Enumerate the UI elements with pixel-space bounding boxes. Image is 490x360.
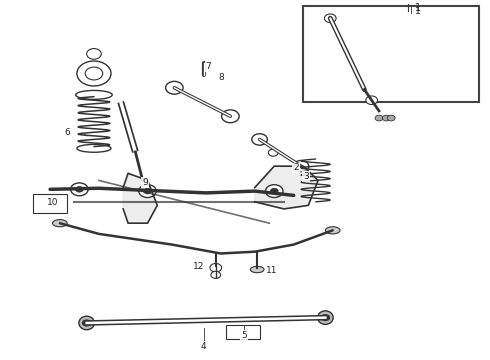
Ellipse shape	[52, 220, 67, 227]
Circle shape	[320, 314, 330, 321]
Ellipse shape	[318, 311, 333, 324]
Bar	[303, 6, 479, 102]
Circle shape	[293, 161, 309, 172]
Text: 9: 9	[142, 178, 148, 187]
Circle shape	[211, 271, 220, 278]
Text: 11: 11	[266, 266, 277, 275]
Ellipse shape	[79, 316, 95, 330]
Circle shape	[252, 134, 268, 145]
Bar	[33, 194, 67, 213]
Circle shape	[382, 115, 390, 121]
Bar	[225, 325, 260, 339]
Text: 3: 3	[303, 172, 309, 181]
Circle shape	[144, 188, 151, 194]
Text: 8: 8	[219, 73, 224, 82]
Ellipse shape	[250, 266, 264, 273]
Circle shape	[366, 96, 377, 104]
Circle shape	[221, 110, 239, 123]
Circle shape	[266, 185, 283, 198]
Text: 12: 12	[193, 262, 204, 271]
Circle shape	[71, 183, 88, 196]
Circle shape	[166, 81, 183, 94]
Text: 4: 4	[201, 342, 206, 351]
Text: 1: 1	[415, 3, 421, 13]
Text: 2: 2	[294, 163, 299, 172]
Text: 1: 1	[415, 6, 421, 15]
Ellipse shape	[325, 227, 340, 234]
Circle shape	[324, 14, 336, 23]
Circle shape	[82, 319, 92, 327]
Circle shape	[210, 264, 221, 272]
Text: 7: 7	[206, 62, 211, 71]
Polygon shape	[123, 173, 157, 223]
Polygon shape	[255, 166, 318, 209]
Circle shape	[375, 115, 383, 121]
Text: 5: 5	[241, 331, 247, 340]
Circle shape	[139, 185, 156, 198]
Circle shape	[387, 115, 395, 121]
Circle shape	[75, 186, 83, 192]
Circle shape	[270, 188, 278, 194]
Text: 10: 10	[47, 198, 58, 207]
Text: 6: 6	[64, 128, 70, 137]
